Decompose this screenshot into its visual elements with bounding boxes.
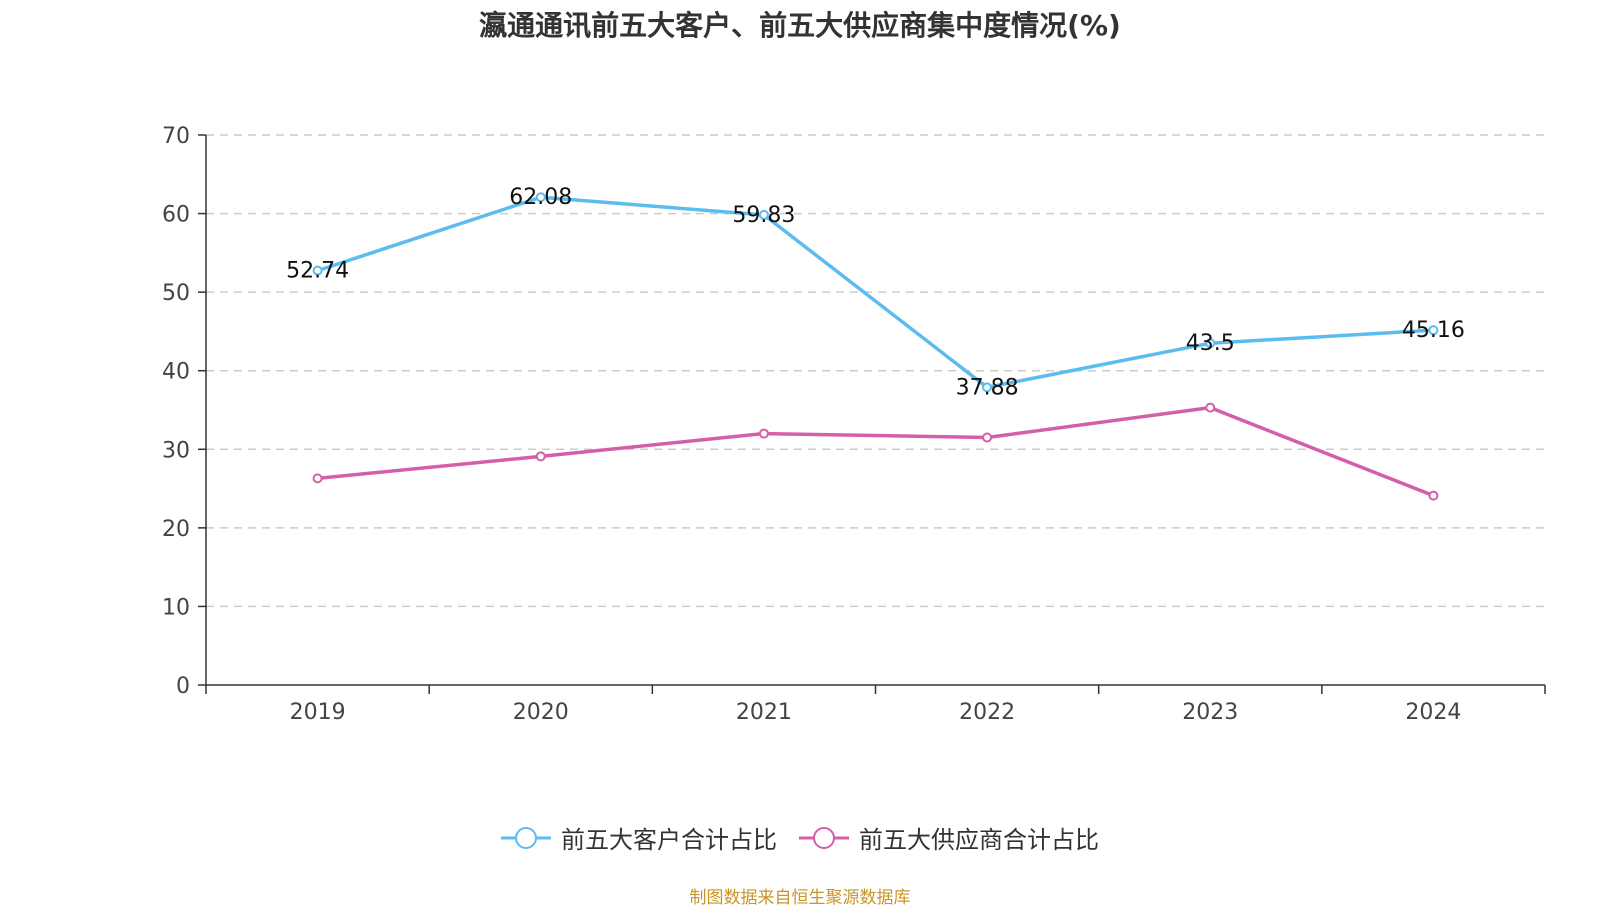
series-line-0: [317, 195, 1434, 390]
source-note: 制图数据来自恒生聚源数据库: [689, 888, 911, 908]
legend-item-suppliers[interactable]: 前五大供应商合计占比: [799, 820, 1099, 855]
data-point-0: [1205, 338, 1216, 349]
data-point-0: [312, 265, 323, 276]
chart-title: 瀛通通讯前五大客户、前五大供应商集中度情况(%): [479, 9, 1121, 42]
chart-legend: 前五大客户合计占比 前五大供应商合计占比: [0, 820, 1600, 855]
data-label-0: 52.74: [286, 259, 349, 284]
data-point-1: [1428, 490, 1439, 501]
x-tick-label: 2022: [959, 700, 1015, 725]
x-tick-label: 2023: [1182, 700, 1238, 725]
data-point-1: [535, 451, 546, 462]
y-tick-label: 0: [176, 674, 190, 699]
data-point-0: [1428, 325, 1439, 336]
data-label-0: 43.5: [1186, 331, 1235, 356]
data-point-0: [758, 209, 769, 220]
x-tick-label: 2021: [736, 700, 792, 725]
y-tick-label: 20: [162, 517, 190, 542]
series-line-1: [317, 405, 1435, 498]
data-point-0: [982, 382, 993, 393]
x-tick-label: 2024: [1405, 700, 1461, 725]
legend-customers-marker: [501, 826, 551, 849]
data-label-0: 59.83: [732, 203, 795, 228]
data-point-0: [535, 192, 546, 203]
y-tick-label: 30: [162, 438, 190, 463]
legend-suppliers-marker: [799, 826, 849, 849]
data-label-0: 37.88: [956, 375, 1019, 400]
legend-item-customers[interactable]: 前五大客户合计占比: [501, 820, 777, 855]
legend-customers-label: 前五大客户合计占比: [561, 826, 777, 854]
data-label-0: 62.08: [509, 185, 572, 210]
legend-suppliers-label: 前五大供应商合计占比: [859, 826, 1099, 854]
data-point-1: [982, 432, 993, 443]
data-label-0: 45.16: [1402, 318, 1465, 343]
y-tick-label: 50: [162, 281, 190, 306]
y-tick-label: 10: [162, 595, 190, 620]
y-tick-label: 60: [162, 203, 190, 228]
data-point-1: [312, 473, 323, 484]
data-point-1: [758, 428, 769, 439]
x-tick-label: 2020: [513, 700, 569, 725]
data-point-1: [1205, 402, 1216, 413]
x-tick-label: 2019: [290, 700, 346, 725]
y-tick-label: 40: [162, 360, 190, 385]
y-tick-label: 70: [162, 124, 190, 149]
